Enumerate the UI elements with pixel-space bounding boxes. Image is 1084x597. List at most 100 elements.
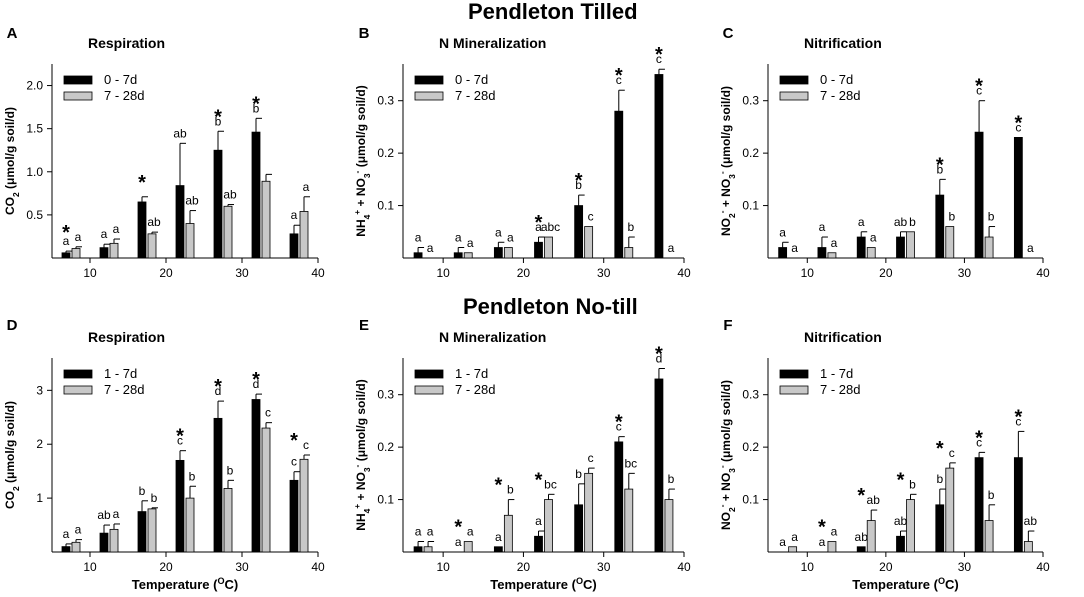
significance-star: * xyxy=(290,430,298,452)
bar-late xyxy=(827,252,837,259)
significance-label-late: ab xyxy=(223,188,237,202)
significance-star: * xyxy=(575,170,583,192)
panel-letter: E xyxy=(359,317,369,334)
significance-label-late: b xyxy=(189,469,196,483)
bar-late xyxy=(544,236,553,259)
y-tick-label: 0.3 xyxy=(377,388,394,402)
significance-label-late: a xyxy=(467,236,474,250)
significance-label-late: b xyxy=(988,488,995,502)
significance-label-early: ab xyxy=(97,508,111,522)
bar-early xyxy=(99,247,109,259)
significance-label-early: a xyxy=(858,215,865,229)
bar-late xyxy=(503,247,513,259)
significance-label-early: a xyxy=(779,225,786,239)
significance-star: * xyxy=(252,93,260,115)
significance-star: * xyxy=(535,469,543,491)
legend-label-early: 0 - 7d xyxy=(104,72,137,87)
x-tick-label: 30 xyxy=(958,266,972,280)
y-tick-label: 1.5 xyxy=(26,122,43,136)
x-tick-label: 40 xyxy=(1036,560,1050,574)
legend-label-late: 7 - 28d xyxy=(455,382,495,397)
bar-late xyxy=(624,247,634,259)
bar-early xyxy=(413,252,423,259)
significance-label-early: c xyxy=(656,52,662,66)
significance-label-late: b xyxy=(988,210,995,224)
y-tick-label: 0.1 xyxy=(377,493,394,507)
panel-letter: D xyxy=(7,317,18,334)
x-tick-label: 20 xyxy=(879,560,893,574)
significance-label-early: c xyxy=(177,434,183,448)
bar-late xyxy=(503,514,513,553)
significance-star: * xyxy=(936,154,944,176)
significance-label-early: a xyxy=(63,234,70,248)
legend-swatch-early xyxy=(414,75,444,85)
bar-early xyxy=(1013,137,1023,259)
bar-late xyxy=(544,499,553,553)
bar-early xyxy=(413,546,423,553)
chart-title: Respiration xyxy=(88,329,165,345)
significance-label-early: d xyxy=(656,351,663,365)
x-tick-label: 30 xyxy=(958,560,972,574)
significance-label-late: b xyxy=(909,477,916,491)
significance-label-late: a xyxy=(467,525,474,539)
x-axis-label: Temperature (OC) xyxy=(132,576,239,592)
x-tick-label: 20 xyxy=(517,560,531,574)
significance-label-late: a xyxy=(427,525,434,539)
y-tick-label: 0.2 xyxy=(742,146,759,160)
significance-label-early: a xyxy=(535,514,542,528)
y-tick-label: 2 xyxy=(36,437,43,451)
y-tick-label: 0.1 xyxy=(742,199,759,213)
x-tick-label: 20 xyxy=(879,266,893,280)
y-axis-label: NO2- + NO3- (μmol/g soil/d) xyxy=(717,86,737,236)
significance-label-late: c xyxy=(949,446,955,460)
bar-early xyxy=(61,546,71,553)
significance-label-late: a xyxy=(427,241,434,255)
x-axis-label: Temperature (OC) xyxy=(852,576,959,592)
significance-label-early: b xyxy=(936,162,943,176)
legend-label-late: 7 - 28d xyxy=(820,382,860,397)
bar-late xyxy=(945,226,955,259)
significance-label-early: c xyxy=(616,420,622,434)
significance-label-early: ab xyxy=(173,126,187,140)
x-tick-label: 30 xyxy=(235,266,249,280)
legend-label-early: 0 - 7d xyxy=(455,72,488,87)
significance-label-late: b xyxy=(151,491,158,505)
x-tick-label: 30 xyxy=(235,560,249,574)
significance-label-late: a xyxy=(75,230,82,244)
significance-label-late: a xyxy=(870,231,877,245)
x-tick-label: 10 xyxy=(83,266,97,280)
significance-label-early: c xyxy=(1015,414,1021,428)
bar-late xyxy=(223,205,233,259)
significance-star: * xyxy=(857,485,865,507)
significance-star: * xyxy=(936,438,944,460)
significance-label-late: a xyxy=(113,507,120,521)
legend-swatch-early xyxy=(63,369,93,379)
bar-late xyxy=(223,488,233,553)
bar-early xyxy=(61,252,71,259)
legend-swatch-early xyxy=(63,75,93,85)
bar-early xyxy=(99,532,109,553)
y-tick-label: 0.1 xyxy=(742,493,759,507)
legend-label-late: 7 - 28d xyxy=(104,88,144,103)
legend-label-late: 7 - 28d xyxy=(820,88,860,103)
significance-label-early: b xyxy=(575,467,582,481)
y-tick-label: 0.2 xyxy=(377,440,394,454)
legend-label-early: 1 - 7d xyxy=(455,366,488,381)
bar-early xyxy=(289,479,299,553)
y-tick-label: 3 xyxy=(36,383,43,397)
significance-label-late: c xyxy=(303,438,309,452)
panel-letter: A xyxy=(7,25,18,42)
significance-star: * xyxy=(655,343,663,365)
chart-title: N Mineralization xyxy=(439,329,546,345)
significance-label-late: a xyxy=(791,530,798,544)
bar-late xyxy=(463,541,473,553)
legend-swatch-late xyxy=(414,91,444,101)
significance-label-late: a xyxy=(303,180,310,194)
x-tick-label: 30 xyxy=(597,560,611,574)
bar-early xyxy=(175,185,185,259)
significance-label-early: a xyxy=(291,208,298,222)
significance-star: * xyxy=(975,427,983,449)
x-tick-label: 40 xyxy=(311,266,325,280)
bar-early xyxy=(534,535,543,553)
